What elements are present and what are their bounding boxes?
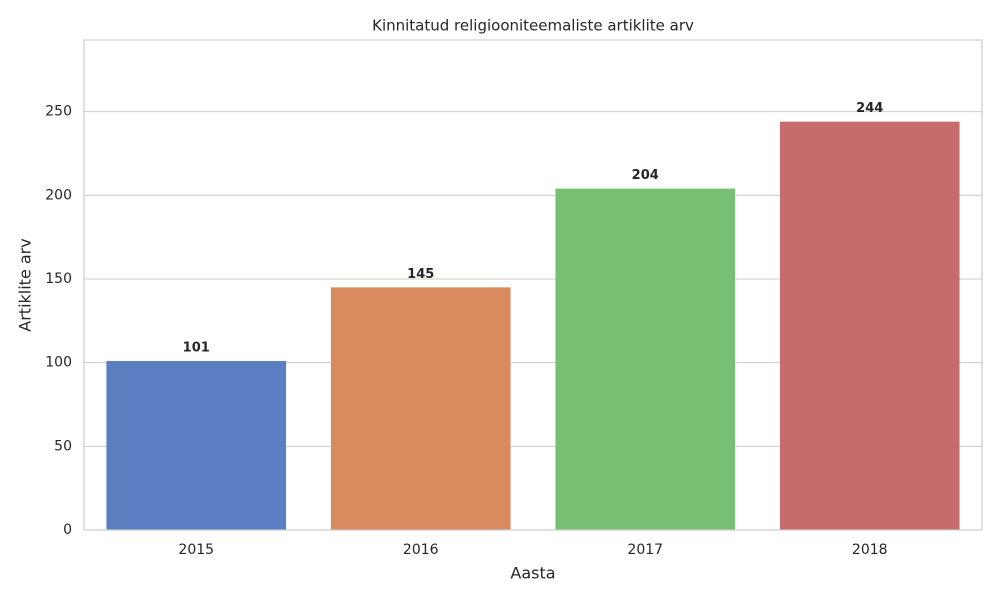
- y-tick-label: 250: [45, 104, 72, 120]
- y-tick-label: 150: [45, 271, 72, 287]
- bar: [106, 360, 287, 530]
- bar: [779, 121, 960, 531]
- x-axis-label: Aasta: [510, 564, 555, 583]
- bar: [555, 188, 736, 530]
- value-label: 204: [632, 168, 659, 183]
- y-tick-label: 200: [45, 187, 72, 203]
- value-label: 244: [856, 101, 883, 116]
- x-tick-label: 2018: [852, 542, 888, 558]
- y-tick-label: 0: [63, 522, 72, 538]
- x-tick-label: 2017: [627, 542, 663, 558]
- x-tick-label: 2015: [178, 542, 214, 558]
- plot-frame: [83, 39, 983, 531]
- chart-title: Kinnitatud religiooniteemaliste artiklit…: [372, 17, 694, 35]
- bar: [330, 287, 511, 530]
- value-label: 145: [407, 267, 434, 282]
- y-tick-label: 50: [54, 438, 72, 454]
- y-tick-label: 100: [45, 355, 72, 371]
- value-label: 101: [183, 340, 210, 355]
- x-tick-label: 2016: [403, 542, 439, 558]
- y-axis-label: Artiklite arv: [16, 238, 35, 331]
